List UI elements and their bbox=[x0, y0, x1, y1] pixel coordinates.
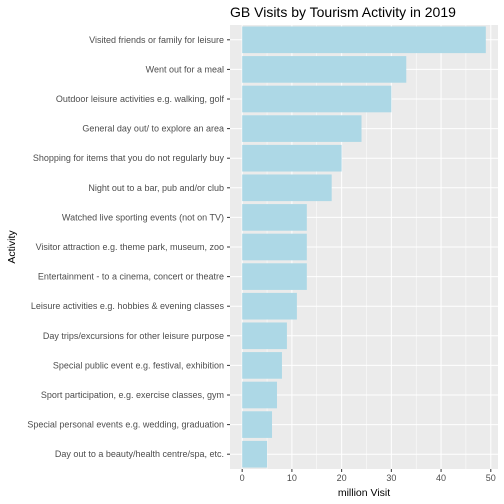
x-tick-label: 0 bbox=[240, 473, 245, 483]
x-tick-label: 30 bbox=[386, 473, 396, 483]
bar bbox=[242, 233, 307, 261]
bar bbox=[242, 204, 307, 231]
y-tick-label: Visited friends or family for leisure bbox=[89, 35, 224, 45]
y-tick-label: Entertainment - to a cinema, concert or … bbox=[38, 272, 224, 282]
bar bbox=[242, 263, 307, 290]
bars bbox=[242, 26, 486, 468]
bar bbox=[242, 352, 282, 379]
y-tick-label: General day out/ to explore an area bbox=[82, 124, 224, 134]
y-tick-label: Shopping for items that you do not regul… bbox=[33, 153, 225, 163]
bar bbox=[242, 411, 273, 438]
y-tick-label: Special personal events e.g. wedding, gr… bbox=[27, 420, 224, 430]
y-tick-label: Night out to a bar, pub and/or club bbox=[88, 183, 224, 193]
y-tick-labels: Visited friends or family for leisure Wen… bbox=[27, 35, 230, 459]
bar bbox=[242, 26, 486, 54]
x-tick-label: 20 bbox=[337, 473, 347, 483]
y-tick-label: Day trips/excursions for other leisure p… bbox=[43, 331, 224, 341]
bar bbox=[242, 85, 392, 113]
y-tick-label: Watched live sporting events (not on TV) bbox=[62, 212, 224, 222]
y-axis-title: Activity bbox=[6, 230, 18, 264]
chart-title: GB Visits by Tourism Activity in 2019 bbox=[230, 4, 456, 20]
bar bbox=[242, 174, 332, 202]
y-tick-label: Special public event e.g. festival, exhi… bbox=[53, 360, 224, 370]
x-tick-labels: 0 10 20 30 40 50 bbox=[240, 469, 496, 483]
y-tick-label: Went out for a meal bbox=[146, 64, 224, 74]
bar bbox=[242, 144, 342, 172]
bar bbox=[242, 322, 287, 350]
y-tick-label: Sport participation, e.g. exercise class… bbox=[41, 390, 224, 400]
y-tick-label: Day out to a beauty/health centre/spa, e… bbox=[55, 449, 224, 459]
x-tick-label: 10 bbox=[287, 473, 297, 483]
x-tick-label: 40 bbox=[436, 473, 446, 483]
x-tick-label: 50 bbox=[486, 473, 496, 483]
y-tick-label: Outdoor leisure activities e.g. walking,… bbox=[56, 94, 225, 104]
x-axis-title: million Visit bbox=[338, 487, 390, 499]
bar bbox=[242, 56, 407, 83]
bar bbox=[242, 115, 362, 142]
y-tick-label: Visitor attraction e.g. theme park, muse… bbox=[36, 242, 224, 252]
bar bbox=[242, 440, 268, 468]
bar bbox=[242, 381, 277, 409]
y-tick-label: Leisure activities e.g. hobbies & evenin… bbox=[31, 301, 225, 311]
bar bbox=[242, 292, 297, 320]
